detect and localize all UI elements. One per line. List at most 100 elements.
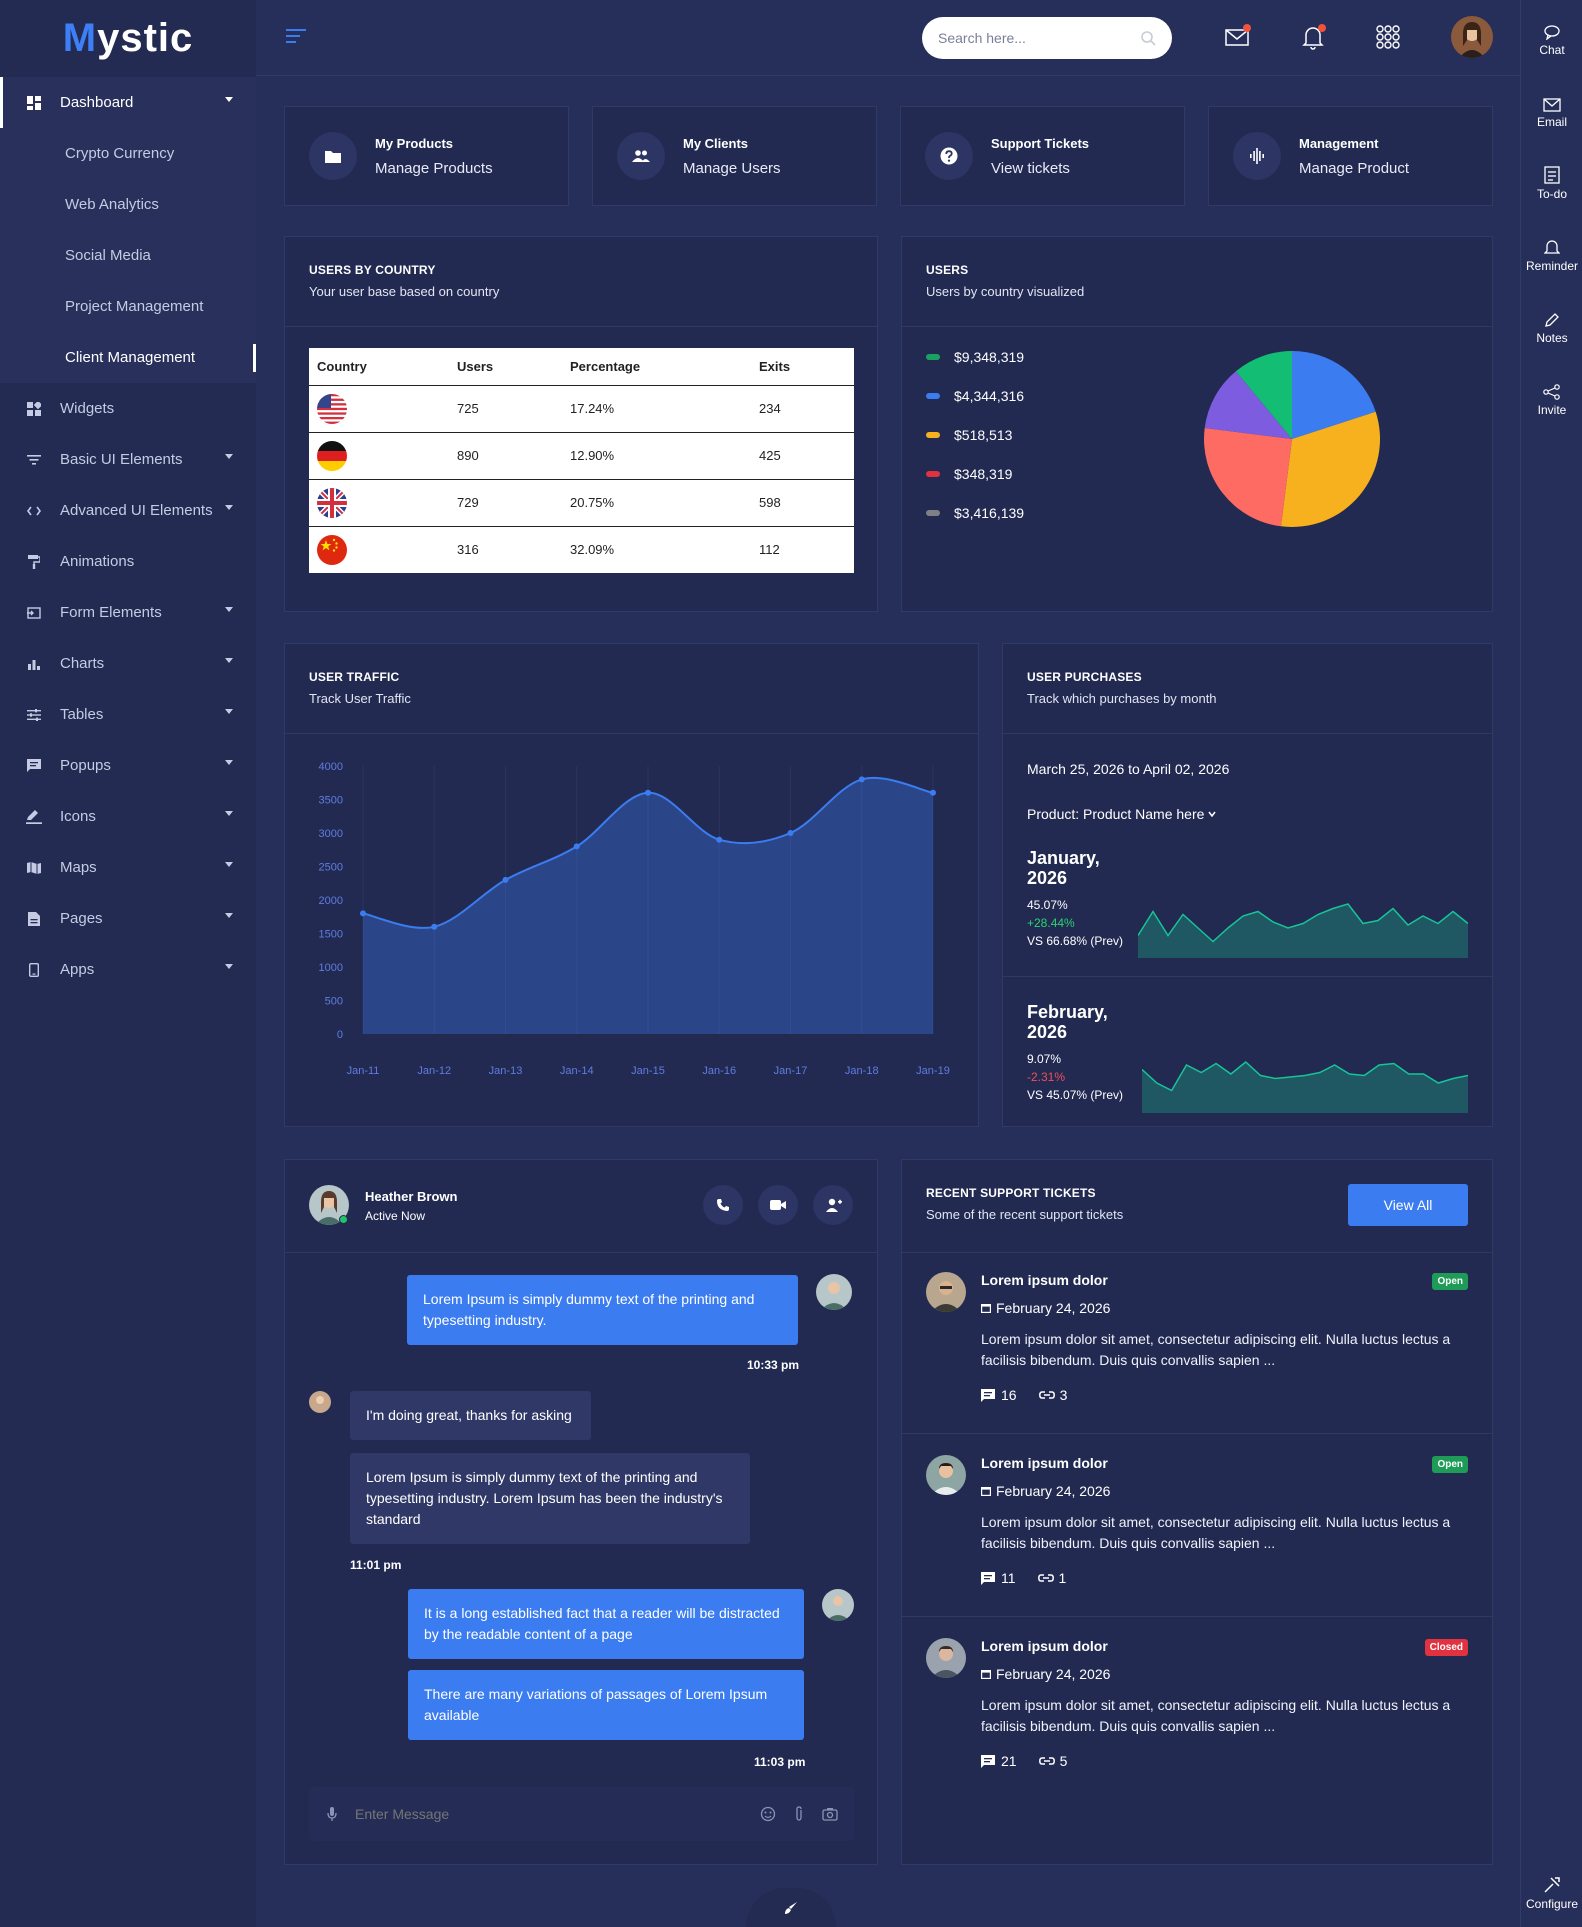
rail-invite[interactable]: Invite — [1521, 378, 1582, 438]
bell-icon[interactable] — [1300, 24, 1326, 50]
traffic-point[interactable] — [858, 776, 865, 783]
rail-todo[interactable]: To-do — [1521, 162, 1582, 222]
sidebar-item-advanced-ui-elements[interactable]: Advanced UI Elements — [0, 485, 256, 536]
chevron-down-icon — [224, 504, 234, 512]
attachment-icon[interactable] — [794, 1806, 804, 1822]
top-header — [256, 0, 1520, 76]
quick-card-link[interactable]: View tickets — [991, 159, 1070, 177]
legend-swatch — [926, 510, 940, 516]
sidebar-item-dashboard[interactable]: Dashboard — [0, 77, 256, 128]
comment-count: 11 — [1001, 1570, 1016, 1586]
ticket-item[interactable]: Lorem ipsum dolor Closed February 24, 2026… — [902, 1638, 1492, 1808]
sidebar-subitem-label: Client Management — [65, 349, 196, 366]
chat-timestamp: 10:33 pm — [747, 1358, 800, 1372]
quick-card-link[interactable]: Manage Products — [375, 159, 493, 177]
sidebar-subitem-project-management[interactable]: Project Management — [0, 281, 256, 332]
sidebar-item-widgets[interactable]: Widgets — [0, 383, 256, 434]
column-header[interactable]: Percentage — [562, 348, 751, 386]
call-button[interactable] — [703, 1185, 743, 1225]
sidebar-item-pages[interactable]: Pages — [0, 893, 256, 944]
search-icon[interactable] — [1140, 30, 1156, 46]
sidebar-subitem-crypto-currency[interactable]: Crypto Currency — [0, 128, 256, 179]
sidebar-item-animations[interactable]: Animations — [0, 536, 256, 587]
rail-chat[interactable]: Chat — [1521, 18, 1582, 78]
traffic-point[interactable] — [573, 843, 580, 850]
sidebar-item-charts[interactable]: Charts — [0, 638, 256, 689]
ticket-item[interactable]: Lorem ipsum dolor Open February 24, 2026 Lo… — [902, 1455, 1492, 1625]
phone-icon — [26, 962, 42, 978]
pie-slice[interactable] — [1204, 371, 1292, 439]
rail-label: Invite — [1537, 403, 1567, 417]
sidebar-item-icons[interactable]: Icons — [0, 791, 256, 842]
pie-slice[interactable] — [1280, 411, 1380, 527]
microphone-icon[interactable] — [327, 1807, 337, 1821]
rail-label: Email — [1536, 115, 1567, 129]
traffic-point[interactable] — [930, 789, 936, 796]
traffic-point[interactable] — [360, 910, 366, 917]
x-tick-label: Jan-14 — [560, 1065, 594, 1077]
quick-card-link[interactable]: Manage Product — [1299, 159, 1410, 177]
comment-count: 16 — [1001, 1387, 1017, 1403]
form-icon — [26, 605, 42, 621]
rail-email[interactable]: Email — [1521, 90, 1582, 150]
quick-card-support-tickets[interactable]: Support Tickets View tickets — [900, 106, 1185, 206]
quick-card-my-clients[interactable]: My Clients Manage Users — [592, 106, 877, 206]
chat-message-input[interactable] — [355, 1806, 760, 1822]
sidebar-subitem-web-analytics[interactable]: Web Analytics — [0, 179, 256, 230]
search-input[interactable] — [938, 30, 1140, 46]
ticket-title[interactable]: Lorem ipsum dolor — [981, 1455, 1108, 1471]
ticket-item[interactable]: Lorem ipsum dolor Open February 24, 2026 Lo… — [902, 1272, 1492, 1442]
column-header[interactable]: Exits — [751, 348, 854, 386]
legend-item: $3,416,139 — [926, 505, 1024, 521]
traffic-point[interactable] — [431, 923, 438, 930]
traffic-point[interactable] — [645, 789, 651, 796]
rail-configure[interactable]: Configure — [1521, 1872, 1582, 1927]
sidebar-item-basic-ui-elements[interactable]: Basic UI Elements — [0, 434, 256, 485]
sidebar-item-popups[interactable]: Popups — [0, 740, 256, 791]
sidebar-subitem-label: Crypto Currency — [65, 145, 175, 162]
sidebar-subitem-client-management[interactable]: Client Management — [0, 332, 256, 383]
mail-icon[interactable] — [1224, 24, 1251, 50]
sidebar-subitem-social-media[interactable]: Social Media — [0, 230, 256, 281]
traffic-point[interactable] — [716, 836, 723, 843]
sidebar-item-tables[interactable]: Tables — [0, 689, 256, 740]
ticket-title[interactable]: Lorem ipsum dolor — [981, 1638, 1108, 1654]
video-call-button[interactable] — [758, 1185, 798, 1225]
pie-slice[interactable] — [1235, 351, 1292, 439]
legend-label: $3,416,139 — [954, 505, 1025, 521]
emoji-icon[interactable] — [760, 1806, 776, 1822]
column-header[interactable]: Country — [309, 348, 449, 386]
view-all-button[interactable]: View All — [1348, 1184, 1468, 1226]
menu-toggle-icon[interactable] — [286, 28, 308, 44]
card-subtitle: Users by country visualized — [926, 284, 1085, 299]
flag-us-icon — [317, 393, 347, 424]
sidebar-item-form-elements[interactable]: Form Elements — [0, 587, 256, 638]
traffic-point[interactable] — [502, 876, 509, 883]
quick-card-management[interactable]: Management Manage Product — [1208, 106, 1493, 206]
sidebar-item-apps[interactable]: Apps — [0, 944, 256, 995]
quick-card-my-products[interactable]: My Products Manage Products — [284, 106, 569, 206]
video-icon — [770, 1200, 786, 1210]
pie-slice[interactable] — [1204, 427, 1292, 527]
traffic-point[interactable] — [787, 830, 794, 836]
column-header[interactable]: Users — [449, 348, 562, 386]
product-select[interactable]: Product: Product Name here — [1027, 806, 1217, 822]
apps-grid-icon[interactable] — [1375, 24, 1401, 50]
customizer-toggle[interactable] — [746, 1888, 836, 1927]
sidebar-item-maps[interactable]: Maps — [0, 842, 256, 893]
rail-reminder[interactable]: Reminder — [1521, 234, 1582, 294]
quick-card-link[interactable]: Manage Users — [683, 159, 781, 177]
date-range[interactable]: March 25, 2026 to April 02, 2026 — [1027, 761, 1230, 777]
rail-notes[interactable]: Notes — [1521, 306, 1582, 366]
chevron-down-icon — [224, 96, 234, 104]
sidebar-item-label: Charts — [60, 655, 105, 672]
y-tick-label: 2500 — [319, 862, 343, 874]
pie-slice[interactable] — [1292, 351, 1376, 439]
flag-gb-icon — [317, 487, 347, 518]
add-contact-button[interactable] — [813, 1185, 853, 1225]
camera-icon[interactable] — [822, 1807, 838, 1821]
user-avatar[interactable] — [1451, 16, 1493, 58]
ticket-title[interactable]: Lorem ipsum dolor — [981, 1272, 1108, 1288]
